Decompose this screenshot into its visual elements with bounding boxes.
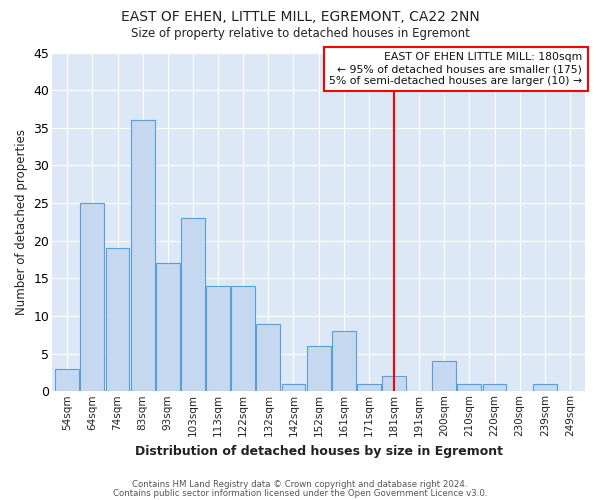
Bar — [382, 376, 406, 392]
Bar — [131, 120, 155, 392]
X-axis label: Distribution of detached houses by size in Egremont: Distribution of detached houses by size … — [134, 444, 503, 458]
Bar — [256, 324, 280, 392]
Bar — [482, 384, 506, 392]
Bar — [80, 203, 104, 392]
Bar — [457, 384, 481, 392]
Bar — [206, 286, 230, 392]
Bar — [106, 248, 130, 392]
Bar — [357, 384, 381, 392]
Bar — [281, 384, 305, 392]
Bar — [533, 384, 557, 392]
Text: Contains HM Land Registry data © Crown copyright and database right 2024.: Contains HM Land Registry data © Crown c… — [132, 480, 468, 489]
Text: Size of property relative to detached houses in Egremont: Size of property relative to detached ho… — [131, 28, 469, 40]
Text: EAST OF EHEN LITTLE MILL: 180sqm
← 95% of detached houses are smaller (175)
5% o: EAST OF EHEN LITTLE MILL: 180sqm ← 95% o… — [329, 52, 583, 86]
Bar — [55, 368, 79, 392]
Bar — [433, 361, 456, 392]
Bar — [231, 286, 255, 392]
Bar — [156, 264, 180, 392]
Bar — [307, 346, 331, 392]
Text: EAST OF EHEN, LITTLE MILL, EGREMONT, CA22 2NN: EAST OF EHEN, LITTLE MILL, EGREMONT, CA2… — [121, 10, 479, 24]
Bar — [181, 218, 205, 392]
Text: Contains public sector information licensed under the Open Government Licence v3: Contains public sector information licen… — [113, 488, 487, 498]
Y-axis label: Number of detached properties: Number of detached properties — [15, 129, 28, 315]
Bar — [332, 331, 356, 392]
